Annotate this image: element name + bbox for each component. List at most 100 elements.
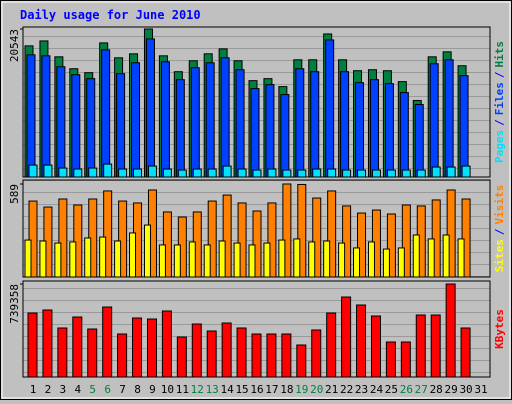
x-tick-label: 20 <box>310 383 323 396</box>
bar <box>162 168 172 178</box>
legend-entry: Sites <box>493 239 506 272</box>
bar <box>235 69 245 178</box>
x-tick-label: 3 <box>60 383 67 396</box>
bar <box>327 168 337 178</box>
bar <box>72 316 83 378</box>
x-tick-label: 17 <box>265 383 278 396</box>
bar <box>342 169 352 178</box>
bar <box>129 232 137 278</box>
bar <box>145 38 155 178</box>
bar <box>39 240 47 278</box>
bar <box>42 309 53 378</box>
bar <box>400 341 411 378</box>
bar <box>73 168 83 178</box>
bar <box>357 169 367 178</box>
bar <box>356 304 367 378</box>
x-tick-label: 28 <box>430 383 443 396</box>
y-tick-label: 20543 <box>8 29 21 62</box>
bar <box>176 336 187 378</box>
bar <box>397 247 405 278</box>
bar <box>86 78 96 178</box>
bar <box>146 318 157 378</box>
bar <box>386 169 396 178</box>
x-tick-label: 10 <box>161 383 174 396</box>
bar <box>99 236 107 278</box>
x-tick-label: 2 <box>45 383 52 396</box>
bar <box>57 327 68 378</box>
bar <box>446 189 456 278</box>
bar <box>457 238 465 278</box>
bar <box>460 327 471 378</box>
bar <box>325 39 335 178</box>
bar <box>412 234 420 278</box>
bar <box>206 330 217 378</box>
x-tick-label: 16 <box>250 383 263 396</box>
bar <box>415 314 426 378</box>
bar <box>56 66 66 178</box>
bar <box>118 168 128 178</box>
bar <box>102 306 113 378</box>
bar <box>177 169 187 178</box>
bar <box>308 241 316 278</box>
bar <box>280 94 290 178</box>
x-tick-label: 15 <box>235 383 248 396</box>
bar <box>416 169 426 178</box>
bar <box>218 240 226 278</box>
bar <box>382 248 390 278</box>
x-tick-label: 22 <box>340 383 353 396</box>
bar <box>158 244 166 278</box>
bar <box>340 71 350 178</box>
bar <box>401 204 411 278</box>
bar <box>251 333 262 378</box>
bar <box>427 238 435 278</box>
bar <box>43 164 53 178</box>
bar <box>353 247 361 278</box>
bar <box>355 82 365 178</box>
bar <box>222 165 232 178</box>
bar <box>118 200 128 278</box>
bar <box>58 167 68 178</box>
bar <box>431 166 441 178</box>
bar <box>233 242 241 278</box>
bar <box>192 168 202 178</box>
bar <box>28 164 38 178</box>
bar <box>205 62 215 178</box>
bar <box>323 240 331 278</box>
bar <box>282 183 292 278</box>
bar <box>58 198 68 278</box>
x-tick-label: 19 <box>295 383 308 396</box>
bar <box>446 166 456 178</box>
x-tick-label: 31 <box>474 383 487 396</box>
bar <box>326 312 337 378</box>
bar <box>265 84 275 178</box>
legend: KBytes <box>493 309 506 349</box>
bar <box>147 165 157 178</box>
bar <box>131 62 141 178</box>
bar <box>116 73 126 178</box>
legend: Pages / Files / Hits <box>493 41 506 163</box>
bar <box>237 202 247 278</box>
x-tick-label: 21 <box>325 383 338 396</box>
bar <box>133 168 143 178</box>
bar <box>221 322 232 378</box>
x-tick-label: 9 <box>149 383 156 396</box>
bar <box>28 200 38 278</box>
bar <box>399 92 409 178</box>
bar <box>459 75 469 178</box>
legend-entry: Files <box>493 82 506 115</box>
x-tick-label: 26 <box>400 383 413 396</box>
legend-entry: Pages <box>493 130 506 163</box>
x-tick-label: 30 <box>459 383 472 396</box>
bar <box>266 333 277 378</box>
bar <box>401 169 411 178</box>
bar <box>295 68 305 178</box>
x-tick-label: 14 <box>221 383 235 396</box>
bar <box>461 165 471 178</box>
bar <box>250 88 260 178</box>
bar <box>41 55 51 178</box>
chart-title: Daily usage for June 2010 <box>20 8 201 22</box>
bar <box>114 240 122 278</box>
bar <box>293 238 301 278</box>
